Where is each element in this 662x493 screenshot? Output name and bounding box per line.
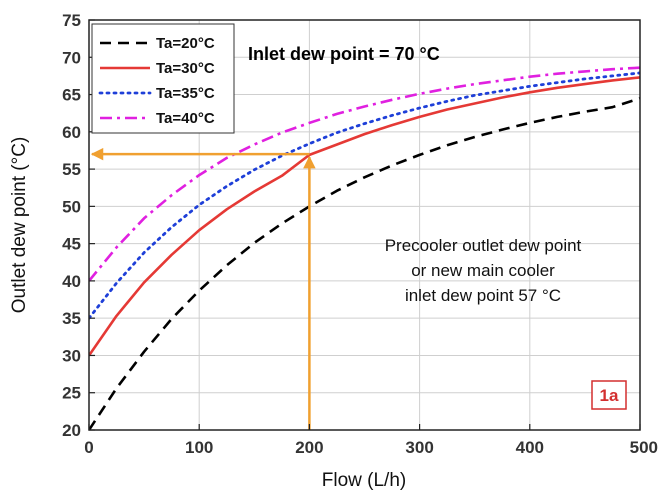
figure-badge: 1a <box>591 380 627 410</box>
x-tick-label: 100 <box>185 438 213 457</box>
x-tick-label: 400 <box>516 438 544 457</box>
guide-arrows <box>90 147 316 430</box>
inlet-dew-point-title: Inlet dew point = 70 °C <box>248 44 440 64</box>
legend-label: Ta=20°C <box>156 35 215 52</box>
y-tick-label: 65 <box>62 86 81 105</box>
y-tick-labels: 20 25 30 35 40 45 50 55 60 65 70 75 <box>62 11 81 440</box>
x-tick-label: 500 <box>630 438 658 457</box>
series-line-ta-20-c <box>89 97 640 430</box>
y-axis-title: Outlet dew point (°C) <box>9 137 30 314</box>
series-layer <box>89 66 640 430</box>
x-tick-label: 0 <box>84 438 93 457</box>
note-line-3: inlet dew point 57 °C <box>405 286 561 305</box>
y-tick-label: 55 <box>62 160 81 179</box>
y-tick-label: 50 <box>62 197 81 216</box>
x-tick-label: 300 <box>405 438 433 457</box>
badge-box <box>591 380 627 410</box>
x-tick-label: 200 <box>295 438 323 457</box>
series-line-ta-35-c <box>89 71 640 320</box>
legend: Ta=20°C Ta=30°C Ta=35°C Ta=40°C <box>91 23 235 134</box>
y-tick-label: 35 <box>62 309 81 328</box>
precooler-note: Precooler outlet dew point or new main c… <box>385 236 582 305</box>
legend-label: Ta=35°C <box>156 85 215 102</box>
legend-label: Ta=40°C <box>156 110 215 127</box>
legend-box <box>91 23 235 134</box>
y-tick-label: 60 <box>62 123 81 142</box>
series-line-ta-30-c <box>89 76 640 357</box>
y-tick-label: 25 <box>62 384 81 403</box>
y-tick-label: 30 <box>62 346 81 365</box>
y-tick-label: 20 <box>62 421 81 440</box>
x-tick-labels: 0 100 200 300 400 500 <box>84 438 658 457</box>
badge-label: 1a <box>600 386 619 405</box>
legend-label: Ta=30°C <box>156 60 215 77</box>
y-tick-label: 45 <box>62 235 81 254</box>
plot-frame <box>88 19 641 431</box>
note-line-2: or new main cooler <box>411 261 555 280</box>
x-axis-title: Flow (L/h) <box>322 470 406 491</box>
series-line-ta-40-c <box>89 66 640 282</box>
y-tick-label: 70 <box>62 48 81 67</box>
y-tick-label: 40 <box>62 272 81 291</box>
note-line-1: Precooler outlet dew point <box>385 236 582 255</box>
y-tick-label: 75 <box>62 11 81 30</box>
